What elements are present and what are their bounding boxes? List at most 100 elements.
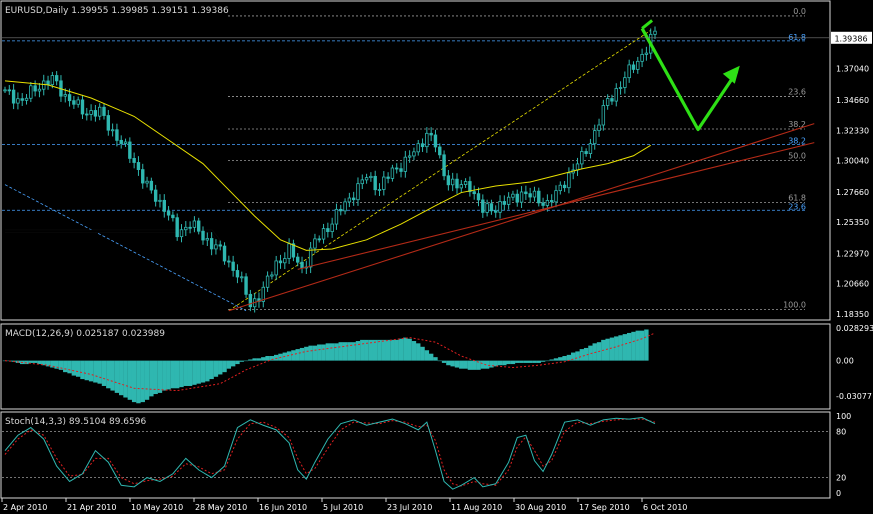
- macd-bar-33: [144, 360, 150, 400]
- macd-bar-14: [63, 360, 68, 373]
- macd-bar-48: [209, 360, 214, 380]
- macd-bar-6: [28, 360, 34, 363]
- candle-body-73: [317, 238, 321, 241]
- candle-body-99: [429, 132, 433, 136]
- axis-layer: 1.37040 1.34660 1.32330 1.30040 1.27660 1.253…: [1, 65, 869, 512]
- macd-bar-78: [338, 342, 343, 361]
- price-y-label-6: 1.25350: [836, 218, 869, 227]
- stoch-main-line: [4, 417, 656, 490]
- candle-body-64: [278, 260, 283, 264]
- macd-bar-52: [226, 360, 232, 369]
- candle-body-3: [16, 98, 20, 104]
- candle-body-128: [554, 190, 558, 203]
- macd-bar-72: [312, 345, 318, 361]
- candle-body-111: [481, 199, 485, 213]
- candle-body-49: [214, 244, 218, 250]
- macd-bar-70: [304, 346, 309, 361]
- candle-body-18: [80, 99, 85, 115]
- candle-body-108: [468, 181, 472, 193]
- candle-body-76: [330, 223, 334, 233]
- candle-body-80: [347, 197, 352, 203]
- macd-bar-136: [588, 345, 593, 361]
- candle-body-136: [588, 143, 593, 154]
- macd-bar-25: [110, 360, 115, 391]
- stoch-y-label-0: 100: [836, 412, 851, 421]
- stoch-y-label-1: 80: [836, 427, 846, 436]
- candle-body-75: [326, 228, 330, 233]
- candle-body-86: [373, 175, 377, 191]
- candle-body-92: [399, 168, 403, 172]
- macd-bar-98: [424, 350, 430, 361]
- candle-body-143: [618, 87, 623, 89]
- candle-body-71: [308, 247, 313, 268]
- macd-bar-118: [510, 360, 516, 365]
- macd-bar-104: [450, 360, 455, 367]
- macd-bar-101: [437, 360, 442, 362]
- macd-bar-15: [67, 360, 72, 374]
- x-label-4: 16 Jun 2010: [259, 503, 307, 512]
- macd-bar-142: [614, 336, 619, 361]
- macd-bar-146: [631, 331, 636, 361]
- macd-bar-91: [394, 339, 399, 361]
- forecast-arrow-line: [640, 27, 739, 132]
- macd-bar-63: [273, 354, 279, 361]
- macd-bar-96: [416, 343, 421, 361]
- macd-bar-16: [71, 360, 77, 376]
- x-label-8: 30 Aug 2010: [515, 503, 566, 512]
- candle-body-15: [67, 94, 72, 102]
- candle-body-27: [119, 139, 123, 144]
- macd-bar-140: [605, 338, 610, 361]
- fib-gray-label-4: 61.8: [788, 193, 806, 202]
- macd-bar-124: [536, 360, 541, 363]
- candle-body-101: [438, 146, 442, 156]
- macd-bar-87: [377, 339, 382, 361]
- candle-body-147: [636, 60, 640, 70]
- candle-body-60: [261, 286, 265, 302]
- candle-body-48: [209, 238, 214, 250]
- candle-body-23: [102, 106, 106, 116]
- candle-body-144: [623, 77, 627, 88]
- candle-body-124: [537, 190, 541, 204]
- macd-bar-93: [403, 337, 408, 361]
- price-panel: [0, 0, 831, 321]
- macd-bar-81: [351, 342, 356, 361]
- candle-body-11: [50, 75, 55, 86]
- candle-body-66: [287, 243, 291, 259]
- candle-body-149: [644, 52, 649, 55]
- candle-body-135: [584, 151, 588, 154]
- macd-title: MACD(12,26,9) 0.025187 0.023989: [5, 329, 165, 339]
- macd-bar-134: [579, 349, 585, 361]
- macd-bar-19: [84, 360, 89, 381]
- macd-bar-75: [325, 343, 331, 361]
- macd-bar-73: [317, 344, 322, 361]
- macd-bar-122: [527, 360, 533, 363]
- macd-bar-47: [205, 360, 210, 382]
- macd-bar-105: [454, 360, 460, 368]
- macd-bar-41: [179, 360, 184, 388]
- price-layer: 0.0 23.6 38.2 50.0 61.8 100.0 61.8 38.2 23.6 1.39…: [2, 7, 872, 313]
- macd-bar-88: [381, 339, 387, 361]
- candle-body-85: [369, 175, 373, 179]
- candle-body-100: [433, 134, 438, 148]
- candle-body-10: [46, 80, 50, 86]
- candle-body-28: [123, 141, 128, 144]
- trendline-0: [228, 123, 815, 312]
- fib-blue-label-1: 38.2: [788, 137, 806, 146]
- candle-body-74: [321, 228, 326, 240]
- candle-body-52: [227, 260, 231, 263]
- candle-body-22: [98, 106, 102, 117]
- macd-bar-126: [545, 360, 550, 362]
- macd-bar-49: [213, 360, 219, 377]
- macd-bar-30: [131, 360, 137, 403]
- macd-bar-20: [88, 360, 94, 382]
- candle-body-113: [489, 203, 494, 212]
- candle-body-122: [528, 193, 532, 198]
- candle-body-112: [485, 203, 489, 213]
- macd-bar-109: [472, 360, 477, 370]
- macd-bar-18: [80, 360, 85, 380]
- macd-bar-84: [364, 339, 369, 361]
- candle-body-46: [201, 230, 205, 241]
- x-label-7: 11 Aug 2010: [451, 503, 502, 512]
- x-label-3: 28 May 2010: [195, 503, 247, 512]
